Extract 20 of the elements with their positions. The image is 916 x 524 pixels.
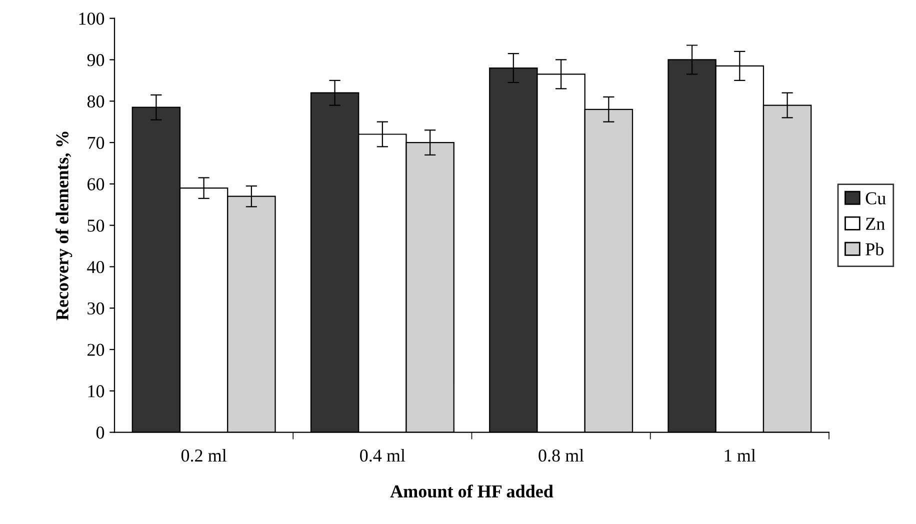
- y-tick-label: 100: [79, 12, 104, 25]
- y-axis-title: Recovery of elements, %: [56, 132, 72, 320]
- legend-label: Zn: [866, 218, 885, 230]
- x-tick-label: 0.4 ml: [360, 448, 406, 462]
- x-axis-title: Amount of HF added: [390, 484, 554, 498]
- y-tick-label: 50: [88, 220, 104, 232]
- y-tick-label: 80: [87, 95, 104, 108]
- y-tick-label: 0: [96, 426, 104, 439]
- x-tick-label: 0.8 ml: [538, 448, 584, 462]
- y-tick-label: 10: [88, 385, 104, 398]
- y-tick-label: 60: [88, 178, 104, 190]
- legend-label: Pb: [866, 242, 884, 256]
- x-tick-label: 0.2 ml: [181, 448, 227, 462]
- y-tick-label: 70: [88, 136, 104, 149]
- y-tick-label: 90: [87, 54, 104, 66]
- legend-label: Cu: [866, 192, 886, 204]
- y-tick-label: 40: [87, 260, 104, 274]
- y-tick-label: 30: [88, 302, 104, 315]
- x-tick-label: 1 ml: [724, 448, 756, 462]
- y-tick-label: 20: [88, 344, 104, 356]
